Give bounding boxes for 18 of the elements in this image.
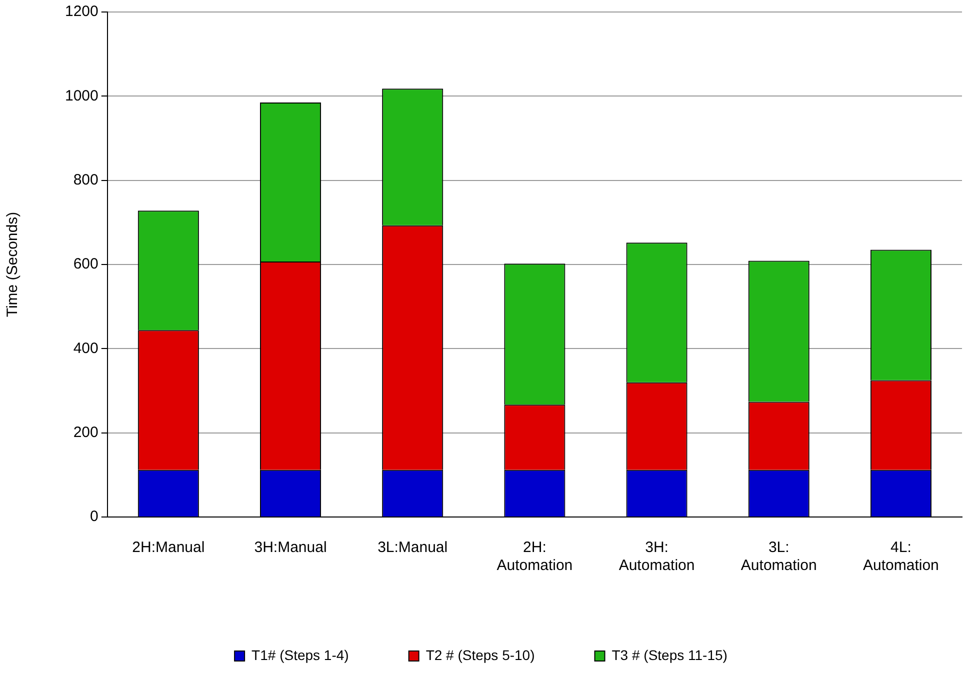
y-tick-label: 200 [73,424,98,441]
x-tick-label: 3H:Manual [254,539,327,556]
legend-label: T2 # (Steps 5-10) [426,646,535,663]
y-tick-label: 1000 [64,87,98,104]
x-tick-label: 3L: Automation [740,539,817,574]
x-tick-label: 2H: Automation [496,539,573,574]
x-tick-label: 3L:Manual [378,539,448,556]
x-tick-label: 4L: Automation [863,539,939,574]
y-axis-title: Time (Seconds) [4,212,22,318]
x-tick-label: 2H:Manual [132,539,205,556]
y-tick-label: 400 [73,340,98,357]
y-tick-label: 0 [90,508,98,526]
y-tick-label: 1200 [64,3,98,20]
legend-label: T3 # (Steps 11-15) [612,646,728,663]
y-tick-label: 600 [73,256,98,273]
y-tick-label: 800 [73,171,98,188]
legend-label: T1# (Steps 1-4) [252,646,349,663]
x-tick-label: 3H: Automation [618,539,695,574]
